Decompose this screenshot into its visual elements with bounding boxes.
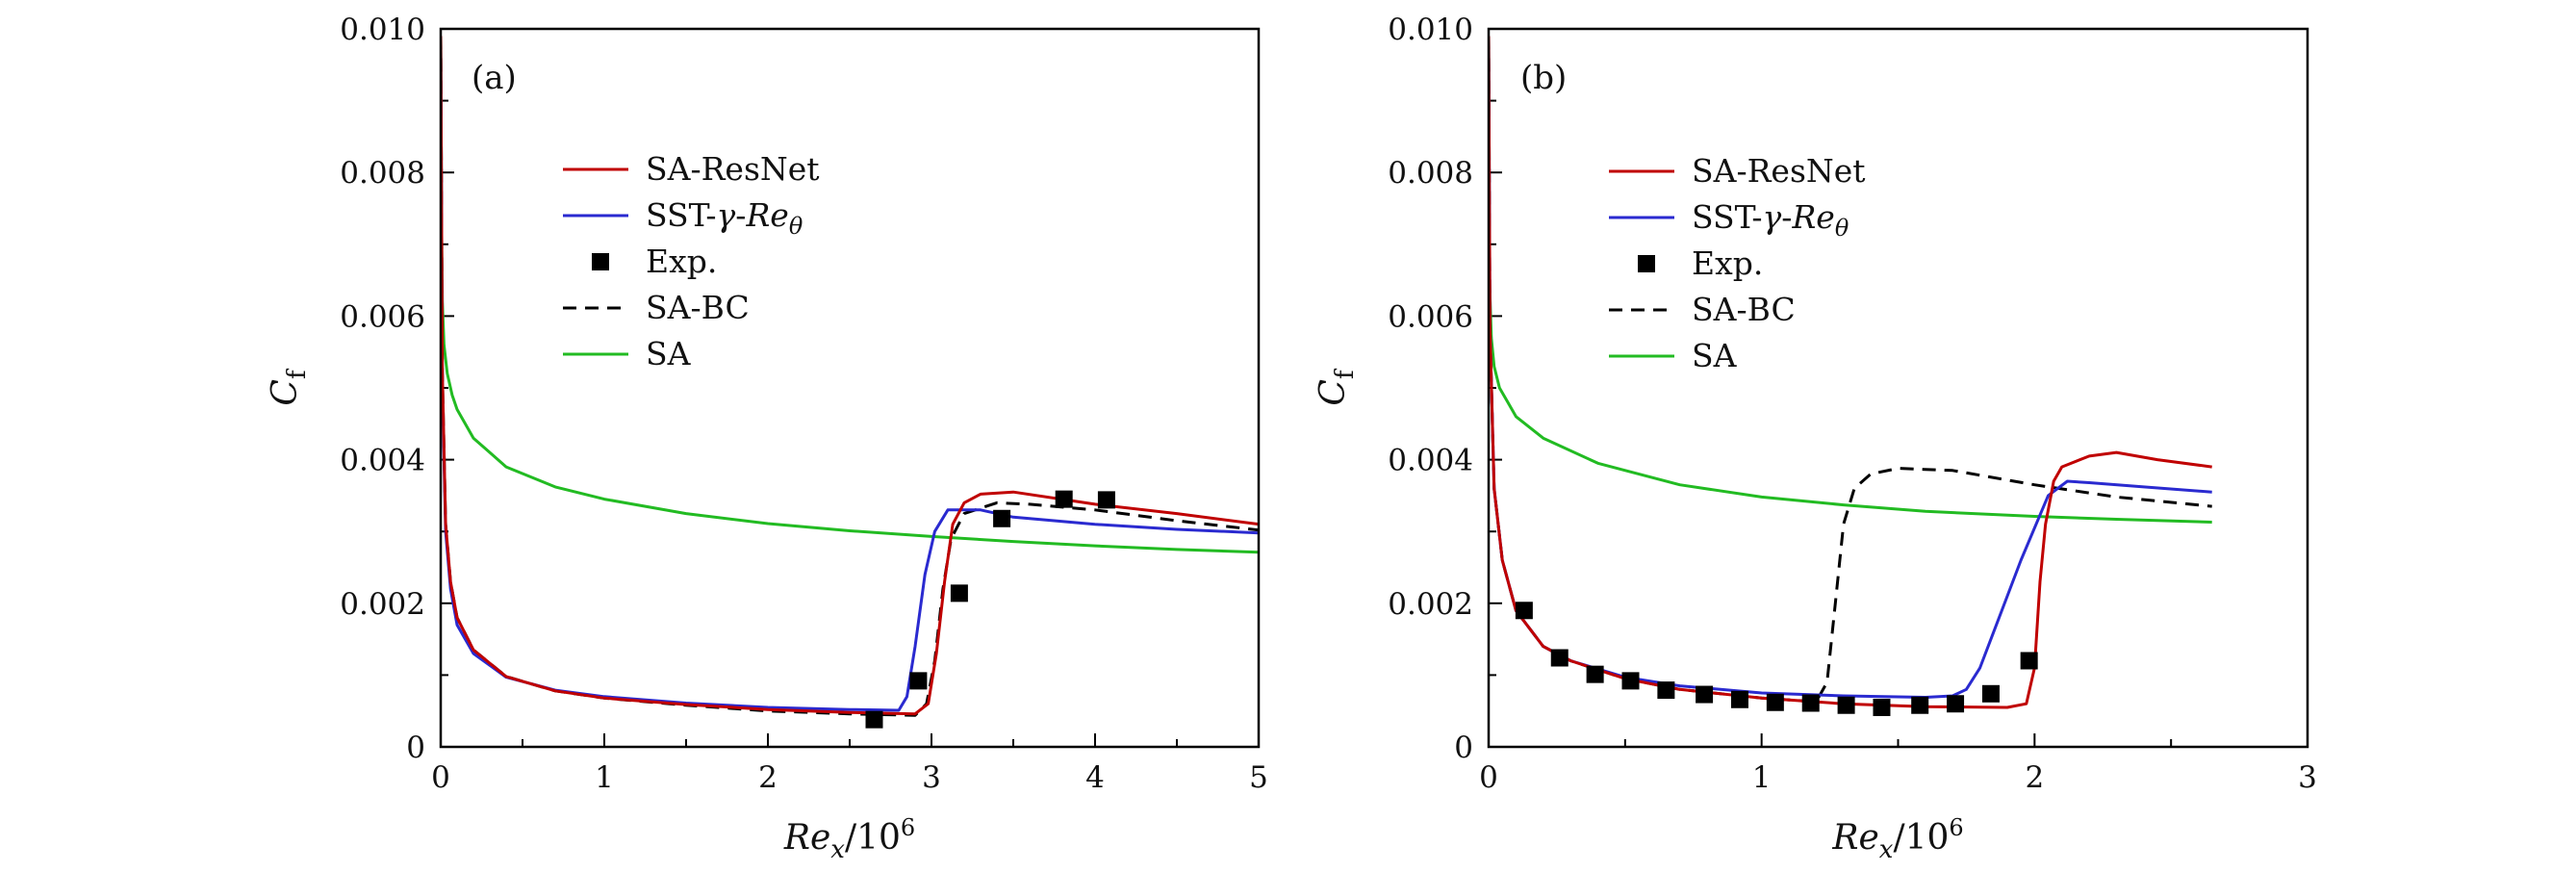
exp-marker — [1657, 681, 1675, 700]
legend-item: SA-BC — [1609, 291, 1796, 328]
legend-swatch — [592, 253, 609, 270]
y-tick-label: 0.006 — [1388, 299, 1473, 334]
exp-marker — [1586, 665, 1604, 683]
exp-marker — [1550, 649, 1569, 667]
series-line-sa-resnet — [441, 36, 1259, 716]
exp-marker — [1730, 690, 1748, 708]
panel-label: (a) — [472, 59, 517, 97]
legend-label: SA — [1692, 337, 1738, 374]
panel-label: (b) — [1520, 59, 1567, 97]
legend-label: SA-BC — [646, 289, 750, 326]
series-line-sa-bc — [1489, 36, 2212, 704]
y-tick-label: 0.010 — [340, 13, 425, 47]
exp-marker — [1515, 602, 1533, 620]
exp-marker — [1947, 695, 1965, 713]
legend-item: SA-ResNet — [563, 150, 820, 188]
x-tick-label: 1 — [1752, 760, 1772, 795]
legend-label: SST-γ-Reθ — [1692, 198, 1849, 242]
x-tick-label: 3 — [2298, 760, 2317, 795]
y-axis-title: Cf — [266, 368, 312, 406]
legend-label: SA-ResNet — [1692, 152, 1866, 190]
y-tick-label: 0 — [1454, 731, 1473, 765]
y-tick-label: 0 — [406, 731, 425, 765]
series-line-sa-resnet — [1489, 36, 2212, 709]
exp-marker — [1696, 685, 1714, 704]
exp-marker — [1911, 696, 1929, 714]
series-line-sa — [1489, 36, 2212, 524]
legend-item: SST-γ-Reθ — [1609, 198, 1849, 242]
x-axis-title: Rex/106 — [783, 814, 915, 864]
exp-marker — [1621, 672, 1640, 690]
legend-label: SA-ResNet — [646, 150, 820, 188]
legend-item: SA-BC — [563, 289, 750, 326]
y-tick-label: 0.004 — [1388, 444, 1473, 478]
series-line-sa — [441, 36, 1259, 554]
legend-item: SST-γ-Reθ — [563, 196, 803, 240]
legend-item: SA — [563, 335, 692, 372]
legend-item: Exp. — [592, 243, 717, 280]
x-tick-label: 0 — [431, 760, 450, 795]
y-tick-label: 0.010 — [1388, 13, 1473, 47]
exp-marker — [1981, 684, 2000, 703]
exp-marker — [1766, 693, 1784, 711]
exp-marker — [1873, 698, 1891, 716]
exp-marker — [1097, 491, 1115, 509]
y-tick-label: 0.002 — [1388, 587, 1473, 622]
y-tick-label: 0.002 — [340, 587, 425, 622]
x-tick-label: 3 — [922, 760, 941, 795]
x-tick-label: 2 — [2025, 760, 2044, 795]
panel-b: 0 1 2 3 0 0.002 0.004 0.006 0.008 0.010 (b) Rex/106… — [1314, 13, 2317, 864]
exp-marker — [865, 710, 883, 729]
legend-label: SA-BC — [1692, 291, 1796, 328]
exp-marker — [950, 584, 968, 603]
legend-item: SA-ResNet — [1609, 152, 1866, 190]
legend-swatch — [1638, 255, 1655, 272]
exp-marker — [909, 672, 928, 690]
exp-marker — [993, 509, 1011, 527]
x-axis-title: Rex/106 — [1831, 814, 1963, 864]
legend-label: Exp. — [1692, 244, 1763, 282]
y-tick-label: 0.008 — [1388, 156, 1473, 191]
legend-label: Exp. — [646, 243, 717, 280]
exp-marker — [1801, 694, 1820, 712]
legend-item: Exp. — [1638, 244, 1763, 282]
legend-item: SA — [1609, 337, 1738, 374]
x-tick-label: 0 — [1479, 760, 1498, 795]
panel-a: 0 1 2 3 4 5 0 0.002 0.004 0.006 0.008 0.010 (a) Rex/1… — [266, 13, 1268, 864]
plot-frame — [1487, 27, 2309, 749]
x-tick-label: 4 — [1085, 760, 1105, 795]
y-axis-title: Cf — [1314, 368, 1360, 406]
exp-marker — [1055, 490, 1073, 508]
plot-frame — [439, 27, 1261, 749]
exp-marker — [1837, 696, 1855, 714]
x-tick-label: 1 — [595, 760, 614, 795]
exp-marker — [2020, 652, 2038, 670]
y-tick-label: 0.006 — [340, 299, 425, 334]
series-line-sa-bc — [441, 36, 1259, 717]
x-tick-label: 5 — [1249, 760, 1268, 795]
legend-label: SST-γ-Reθ — [646, 196, 803, 240]
series-line-sst-re- — [1489, 36, 2212, 699]
y-tick-label: 0.008 — [340, 156, 425, 191]
legend-label: SA — [646, 335, 692, 372]
x-tick-label: 2 — [758, 760, 778, 795]
y-tick-label: 0.004 — [340, 444, 425, 478]
series-line-sst-re- — [441, 42, 1259, 712]
